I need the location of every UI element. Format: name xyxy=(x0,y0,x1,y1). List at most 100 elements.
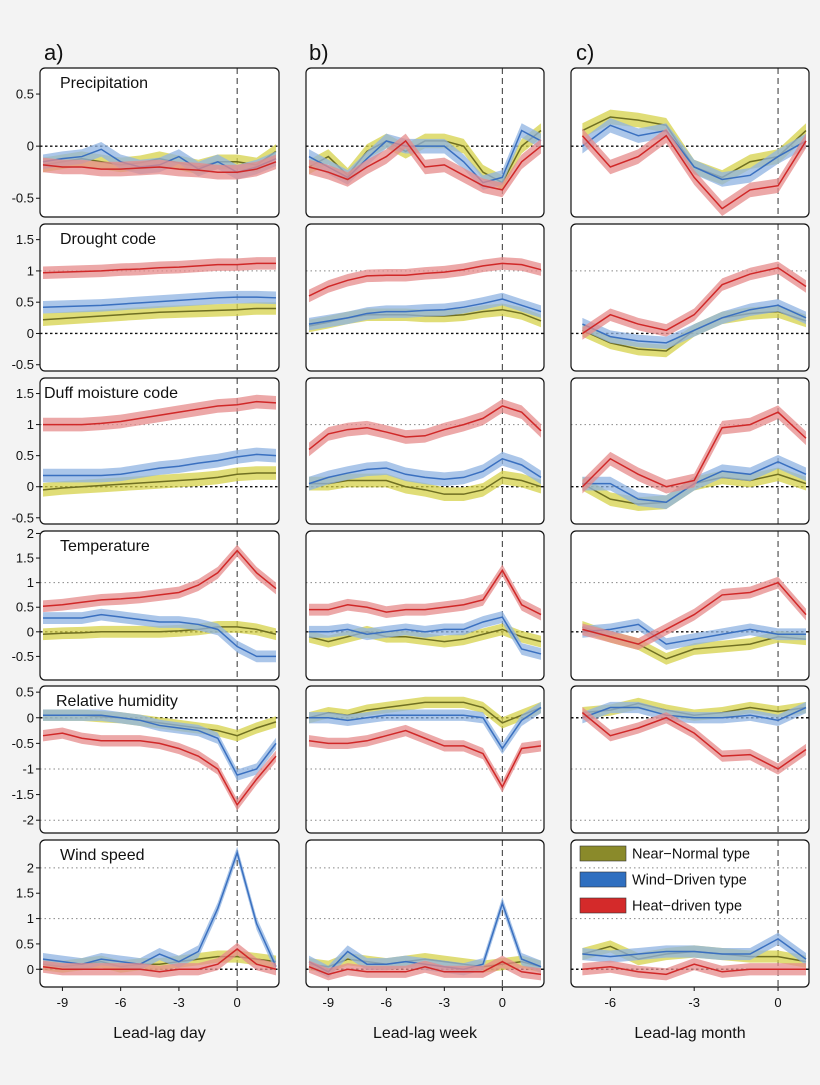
panel-r2-c0 xyxy=(39,377,280,525)
wind-series-line xyxy=(43,453,277,477)
y-tick-label: -0.5 xyxy=(12,357,34,372)
panel-background xyxy=(306,840,544,987)
wind-series-line xyxy=(581,124,807,181)
heat-series-line xyxy=(42,161,277,173)
wind-confidence-band xyxy=(582,618,806,651)
row-title: Relative humidity xyxy=(56,693,178,710)
near-series-line xyxy=(42,307,276,321)
y-tick-label: -0.5 xyxy=(12,649,34,664)
y-tick-label: 1.5 xyxy=(16,551,34,566)
y-tick-label: 0 xyxy=(27,962,34,977)
panel-background xyxy=(571,686,809,833)
panel-r3-c0 xyxy=(39,530,280,681)
panel-r1-c2 xyxy=(570,223,810,372)
panel-r2-c2 xyxy=(570,377,810,525)
legend-label: Wind−Driven type xyxy=(632,873,747,889)
panel-frame xyxy=(305,530,545,681)
panel-frame xyxy=(305,377,545,525)
heat-confidence-band xyxy=(582,707,806,775)
panel-frame xyxy=(305,685,545,834)
panel-frame xyxy=(570,685,810,834)
heat-series-line xyxy=(581,266,807,335)
panel-letter: a) xyxy=(44,40,64,65)
heat-series-line xyxy=(308,960,542,976)
panel-frame xyxy=(570,839,810,988)
row-title: Wind speed xyxy=(60,847,145,864)
panel-background xyxy=(40,840,279,987)
panel-background xyxy=(40,686,279,833)
y-tick-label: 0 xyxy=(27,139,34,154)
heat-confidence-band xyxy=(582,405,806,494)
heat-series-line xyxy=(308,729,542,789)
panel-letter: c) xyxy=(576,40,594,65)
x-tick-label: -9 xyxy=(57,995,69,1010)
panel-r0-c1 xyxy=(305,67,545,218)
wind-series-line xyxy=(43,714,277,777)
panel-background xyxy=(571,68,809,217)
legend-label: Heat−driven type xyxy=(632,899,742,915)
panel-frame xyxy=(305,223,545,372)
panel-background xyxy=(571,531,809,680)
panel-r0-c2 xyxy=(570,67,810,218)
panel-background xyxy=(571,378,809,524)
x-tick-label: -3 xyxy=(688,995,700,1010)
y-tick-label: 1.5 xyxy=(16,232,34,247)
x-axis-label: Lead-lag day xyxy=(113,1025,206,1042)
y-tick-label: -0.5 xyxy=(12,736,34,751)
x-tick-label: -3 xyxy=(439,995,451,1010)
panel-background xyxy=(40,68,279,217)
wind-series-line xyxy=(582,706,807,722)
heat-series-line xyxy=(42,549,277,607)
heat-confidence-band xyxy=(43,544,276,613)
legend-swatch xyxy=(579,845,627,862)
panel-frame xyxy=(305,67,545,218)
y-tick-label: 2 xyxy=(27,526,34,541)
y-tick-label: -0.5 xyxy=(12,510,34,525)
wind-series-line xyxy=(308,298,542,325)
heat-series-line xyxy=(308,262,542,297)
panel-r3-c1 xyxy=(305,530,545,681)
y-tick-label: 0.5 xyxy=(16,600,34,615)
heat-confidence-band xyxy=(309,257,541,303)
wind-series-line xyxy=(582,304,807,344)
y-tick-label: 0.5 xyxy=(16,685,34,700)
heat-series-line xyxy=(582,963,806,976)
y-tick-label: -1 xyxy=(22,761,34,776)
wind-confidence-band xyxy=(43,846,276,973)
wind-series-line xyxy=(582,623,806,645)
near-confidence-band xyxy=(309,470,541,502)
panel-frame xyxy=(39,530,280,681)
y-tick-label: -1.5 xyxy=(12,787,34,802)
wind-confidence-band xyxy=(309,292,541,331)
panel-letter: b) xyxy=(309,40,329,65)
y-tick-label: 0 xyxy=(27,479,34,494)
near-series-line xyxy=(309,476,542,495)
panel-frame xyxy=(570,530,810,681)
wind-confidence-band xyxy=(43,608,276,663)
heat-confidence-band xyxy=(309,955,541,981)
row-title: Temperature xyxy=(60,538,150,555)
panel-frame xyxy=(39,223,280,372)
row-title: Precipitation xyxy=(60,75,148,92)
panel-r4-c2 xyxy=(570,685,810,834)
panel-frame xyxy=(570,67,810,218)
legend-swatch xyxy=(579,871,627,888)
near-confidence-band xyxy=(309,123,541,190)
panel-frame xyxy=(39,685,280,834)
heat-confidence-band xyxy=(582,576,806,651)
near-series-line xyxy=(308,628,542,643)
panel-r0-c0 xyxy=(39,67,280,218)
heat-series-line xyxy=(43,400,277,426)
legend-label: Near−Normal type xyxy=(632,847,750,863)
x-axis-label: Lead-lag month xyxy=(634,1025,745,1042)
x-tick-label: -9 xyxy=(323,995,335,1010)
wind-confidence-band xyxy=(309,451,541,491)
y-tick-label: 1 xyxy=(27,417,34,432)
panel-r5-c2 xyxy=(570,839,810,988)
panel-frame xyxy=(570,377,810,525)
panel-r1-c0 xyxy=(39,223,280,372)
near-confidence-band xyxy=(309,696,541,729)
y-tick-label: 1 xyxy=(27,575,34,590)
panel-r5-c0 xyxy=(39,839,280,988)
